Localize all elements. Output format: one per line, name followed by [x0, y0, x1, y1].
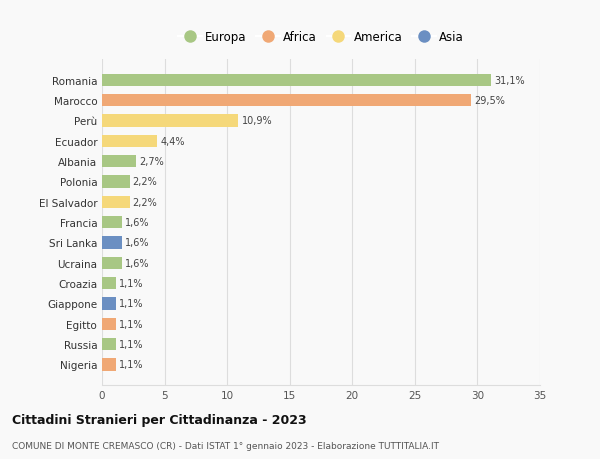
Bar: [102, 95, 471, 107]
Text: 2,2%: 2,2%: [133, 177, 157, 187]
Text: 1,6%: 1,6%: [125, 258, 149, 268]
Bar: [102, 156, 136, 168]
Text: 1,1%: 1,1%: [119, 319, 143, 329]
Text: 2,2%: 2,2%: [133, 197, 157, 207]
Bar: [102, 277, 116, 290]
Bar: [102, 217, 122, 229]
Text: Cittadini Stranieri per Cittadinanza - 2023: Cittadini Stranieri per Cittadinanza - 2…: [12, 413, 307, 426]
Bar: [102, 237, 122, 249]
Text: 29,5%: 29,5%: [475, 96, 505, 106]
Bar: [102, 176, 130, 188]
Bar: [102, 318, 116, 330]
Text: COMUNE DI MONTE CREMASCO (CR) - Dati ISTAT 1° gennaio 2023 - Elaborazione TUTTIT: COMUNE DI MONTE CREMASCO (CR) - Dati IST…: [12, 441, 439, 450]
Bar: [102, 196, 130, 208]
Text: 10,9%: 10,9%: [242, 116, 272, 126]
Text: 4,4%: 4,4%: [160, 136, 185, 146]
Bar: [102, 257, 122, 269]
Text: 1,6%: 1,6%: [125, 218, 149, 228]
Text: 1,6%: 1,6%: [125, 238, 149, 248]
Bar: [102, 338, 116, 351]
Text: 2,7%: 2,7%: [139, 157, 164, 167]
Bar: [102, 115, 238, 127]
Legend: Europa, Africa, America, Asia: Europa, Africa, America, Asia: [173, 27, 469, 49]
Text: 1,1%: 1,1%: [119, 339, 143, 349]
Bar: [102, 135, 157, 147]
Bar: [102, 358, 116, 371]
Text: 1,1%: 1,1%: [119, 360, 143, 369]
Text: 1,1%: 1,1%: [119, 279, 143, 288]
Bar: [102, 298, 116, 310]
Bar: [102, 74, 491, 87]
Text: 1,1%: 1,1%: [119, 299, 143, 309]
Text: 31,1%: 31,1%: [494, 76, 525, 85]
